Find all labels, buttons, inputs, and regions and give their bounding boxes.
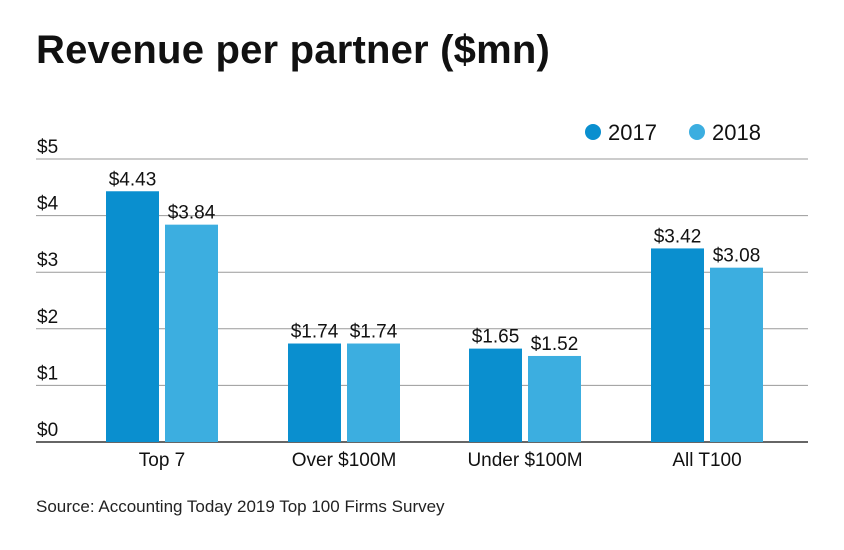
data-label: $1.65 — [472, 327, 520, 348]
x-category-label: Over $100M — [292, 450, 397, 471]
source-note: Source: Accounting Today 2019 Top 100 Fi… — [36, 497, 445, 516]
chart-title: Revenue per partner ($mn) — [36, 28, 551, 72]
data-labels: $4.43 $3.84 $1.74 $1.74 $1.65 $1.52 $3.42 $3.08 — [109, 169, 761, 355]
legend: 2017 2018 — [585, 120, 761, 145]
data-label: $3.84 — [168, 203, 216, 224]
data-label: $3.08 — [713, 246, 761, 267]
y-tick-label: $1 — [37, 363, 58, 384]
bar-2018 — [165, 224, 218, 442]
data-label: $3.42 — [654, 226, 702, 247]
bar-2017 — [651, 248, 704, 442]
y-axis-ticks: $0 $1 $2 $3 $4 $5 — [37, 137, 59, 441]
y-tick-label: $2 — [37, 307, 58, 328]
y-tick-label: $3 — [37, 250, 58, 271]
bar-2017 — [469, 348, 522, 442]
x-axis-categories: Top 7 Over $100M Under $100M All T100 — [139, 450, 742, 471]
bar-2018 — [347, 343, 400, 442]
data-label: $4.43 — [109, 169, 157, 190]
bars — [106, 191, 763, 442]
legend-label: 2017 — [608, 120, 657, 145]
bar-2018 — [710, 267, 763, 442]
data-label: $1.52 — [531, 334, 579, 355]
y-tick-label: $5 — [37, 137, 58, 158]
x-category-label: Under $100M — [467, 450, 582, 471]
legend-label: 2018 — [712, 120, 761, 145]
bar-2017 — [288, 343, 341, 442]
data-label: $1.74 — [350, 322, 398, 343]
x-category-label: All T100 — [672, 450, 741, 471]
legend-swatch — [689, 124, 705, 140]
bar-2017 — [106, 191, 159, 442]
data-label: $1.74 — [291, 322, 339, 343]
y-tick-label: $0 — [37, 420, 58, 441]
x-category-label: Top 7 — [139, 450, 185, 471]
legend-swatch — [585, 124, 601, 140]
bar-2018 — [528, 355, 581, 442]
y-tick-label: $4 — [37, 194, 59, 215]
